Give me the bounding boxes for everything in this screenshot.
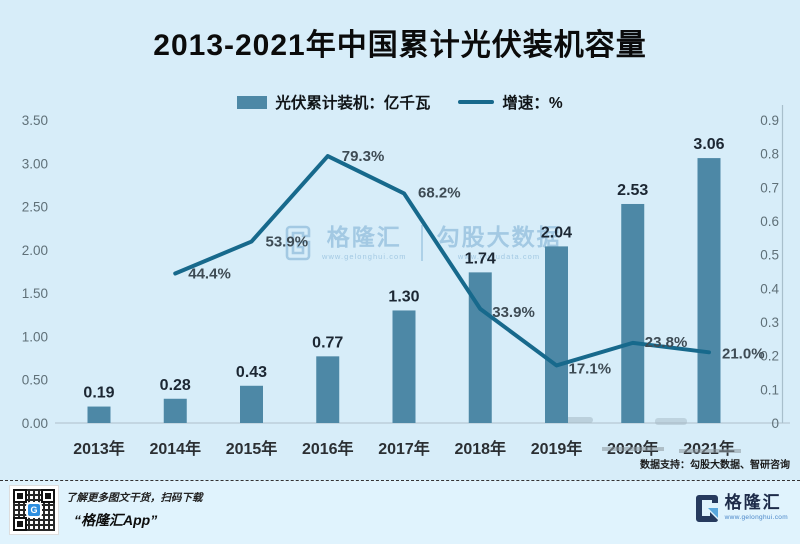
right-axis-tick: 0.4 xyxy=(760,281,779,296)
bar-2013年 xyxy=(87,406,111,423)
watermark-brand: 格隆汇 xyxy=(326,223,402,250)
legend-line-swatch xyxy=(458,100,495,104)
strike-artifact xyxy=(602,447,664,451)
left-axis-tick: 1.50 xyxy=(22,286,48,301)
growth-line xyxy=(173,154,711,368)
x-axis-label: 2014年 xyxy=(149,439,201,458)
bar-value-label: 0.19 xyxy=(83,385,114,402)
growth-point-label: 33.9% xyxy=(492,304,535,321)
right-axis-tick: 0.9 xyxy=(760,113,779,128)
x-axis-label: 2019年 xyxy=(531,439,583,458)
legend-bar-swatch xyxy=(237,95,268,109)
watermark-brand-block: 格隆汇 www.gelonghui.com xyxy=(322,223,407,261)
gelonghui-g-icon xyxy=(695,495,718,522)
chart-legend: 光伏累计装机：亿千瓦 增速：% xyxy=(0,91,800,113)
right-axis-tick: 0.1 xyxy=(760,382,779,397)
bar-value-label: 0.43 xyxy=(236,364,267,381)
bar-value-label: 1.74 xyxy=(465,250,496,267)
bar-2021年 xyxy=(697,158,721,423)
data-source-note: 数据支持：勾股大数据、智研咨询 xyxy=(640,460,790,471)
bar-2014年 xyxy=(163,398,187,423)
x-axis-label: 2018年 xyxy=(454,439,506,458)
right-axis-tick: 0.7 xyxy=(760,180,779,195)
growth-point-label: 21.0% xyxy=(722,345,765,362)
bar-2020年 xyxy=(621,203,645,423)
qr-finder-icon xyxy=(13,517,27,531)
watermark-logo-icon xyxy=(285,225,311,261)
footer-logo-text: 格隆汇 xyxy=(724,493,782,512)
left-axis-tick: 2.50 xyxy=(22,200,48,215)
growth-point-label: 79.3% xyxy=(342,148,385,165)
x-axis-label: 2015年 xyxy=(226,439,278,458)
footer-scan-hint: 了解更多图文干货，扫码下载 xyxy=(66,492,203,504)
watermark-partner-url: www.gugudata.com xyxy=(457,251,541,261)
watermark-partner: 勾股大数据 xyxy=(436,223,562,250)
bar-value-label: 0.28 xyxy=(160,377,191,394)
bar-2015年 xyxy=(240,385,263,423)
qr-center-logo: G xyxy=(26,502,42,518)
left-axis-tick: 0.00 xyxy=(22,416,48,431)
smudge-artifact xyxy=(565,417,593,423)
footer-texts: 了解更多图文干货，扫码下载 “格隆汇App” xyxy=(66,490,203,530)
bar-2017年 xyxy=(392,310,416,423)
legend-item-line: 增速：% xyxy=(458,91,563,113)
right-axis-tick: 0.2 xyxy=(760,349,779,364)
qr-finder-icon xyxy=(41,489,55,503)
qr-finder-icon xyxy=(13,489,27,503)
footer-logo-url: www.gelonghui.com xyxy=(724,514,788,521)
x-axis-label: 2016年 xyxy=(302,439,354,458)
watermark-brand-url: www.gelonghui.com xyxy=(322,251,407,261)
left-axis-tick: 0.50 xyxy=(22,373,48,388)
bar-value-label: 1.30 xyxy=(388,288,419,305)
legend-bar-label: 光伏累计装机：亿千瓦 xyxy=(275,95,431,112)
watermark: 格隆汇 www.gelonghui.com 勾股大数据 www.gugudata… xyxy=(284,224,562,262)
x-axis-label: 2021年 xyxy=(683,439,735,458)
growth-point-label: 53.9% xyxy=(266,234,309,251)
bar-value-label: 3.06 xyxy=(693,136,724,153)
watermark-divider xyxy=(420,225,423,261)
qr-code: G xyxy=(10,486,58,534)
footer: G 了解更多图文干货，扫码下载 “格隆汇App” 格隆汇 www.gelongh… xyxy=(0,480,800,544)
growth-point-label: 68.2% xyxy=(418,184,461,201)
gelonghui-logo: 格隆汇 www.gelonghui.com xyxy=(694,494,788,522)
legend-item-bars: 光伏累计装机：亿千瓦 xyxy=(237,91,430,113)
right-axis-tick: 0.5 xyxy=(760,248,779,263)
bar-value-label: 2.53 xyxy=(617,182,648,199)
x-axis-label: 2017年 xyxy=(378,439,430,458)
right-axis-tick: 0 xyxy=(771,416,779,431)
right-axis-tick: 0.6 xyxy=(760,214,779,229)
left-axis-tick: 3.50 xyxy=(22,113,48,128)
growth-point-label: 44.4% xyxy=(188,266,231,283)
left-axis-tick: 1.00 xyxy=(22,329,48,344)
bar-2016年 xyxy=(316,356,340,423)
gelonghui-logo-text-block: 格隆汇 www.gelonghui.com xyxy=(725,494,788,522)
left-axis-tick: 3.00 xyxy=(22,156,48,171)
growth-point-label: 23.8% xyxy=(645,334,688,351)
bar-2019年 xyxy=(545,246,568,423)
bar-2018年 xyxy=(468,272,492,423)
right-axis-tick: 0.8 xyxy=(760,147,779,162)
strike-artifact xyxy=(679,449,741,453)
legend-line-label: 增速：% xyxy=(502,95,563,112)
watermark-partner-block: 勾股大数据 www.gugudata.com xyxy=(436,223,562,261)
smudge-artifact xyxy=(655,418,687,425)
right-axis-tick: 0.3 xyxy=(760,315,779,330)
left-axis-tick: 2.00 xyxy=(22,243,48,258)
growth-point-label: 17.1% xyxy=(569,360,612,377)
x-axis-label: 2013年 xyxy=(73,439,125,458)
bar-value-label: 2.04 xyxy=(541,224,572,241)
footer-app-name: “格隆汇App” xyxy=(74,512,158,528)
bar-value-label: 0.77 xyxy=(312,334,343,351)
chart-title: 2013-2021年中国累计光伏装机容量 xyxy=(153,29,647,62)
